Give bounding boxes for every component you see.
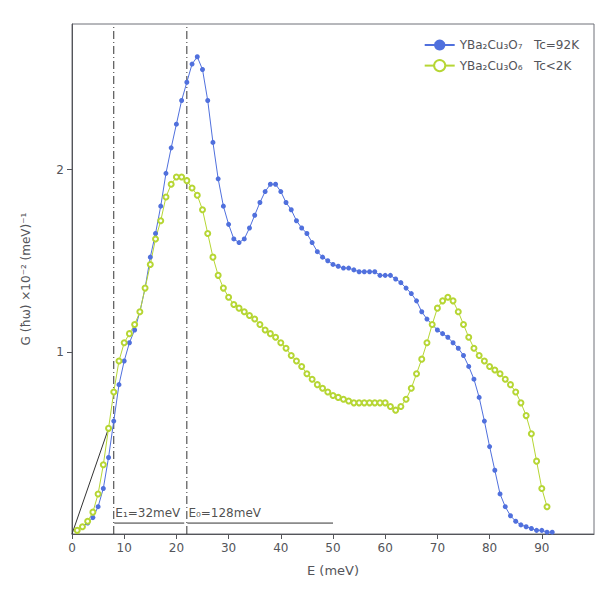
svg-text:YBa₂Cu₃O₆ Tc<2K: YBa₂Cu₃O₆ Tc<2K <box>459 59 573 73</box>
svg-text:1: 1 <box>56 345 64 359</box>
svg-text:10: 10 <box>117 541 132 555</box>
svg-text:2: 2 <box>56 163 64 177</box>
svg-text:70: 70 <box>430 541 445 555</box>
svg-text:E (meV): E (meV) <box>307 563 359 578</box>
svg-text:30: 30 <box>221 541 236 555</box>
svg-text:80: 80 <box>482 541 497 555</box>
svg-text:0: 0 <box>68 541 76 555</box>
svg-text:G (ħω) ×10⁻² (meV)⁻¹: G (ħω) ×10⁻² (meV)⁻¹ <box>19 212 33 345</box>
svg-text:20: 20 <box>169 541 184 555</box>
svg-text:YBa₂Cu₃O₇ Tc=92K: YBa₂Cu₃O₇ Tc=92K <box>459 38 580 52</box>
svg-text:40: 40 <box>273 541 288 555</box>
svg-text:90: 90 <box>534 541 549 555</box>
svg-text:E₀=128meV: E₀=128meV <box>188 506 261 520</box>
svg-text:50: 50 <box>325 541 340 555</box>
svg-text:E₁=32meV: E₁=32meV <box>115 506 181 520</box>
svg-text:60: 60 <box>378 541 393 555</box>
